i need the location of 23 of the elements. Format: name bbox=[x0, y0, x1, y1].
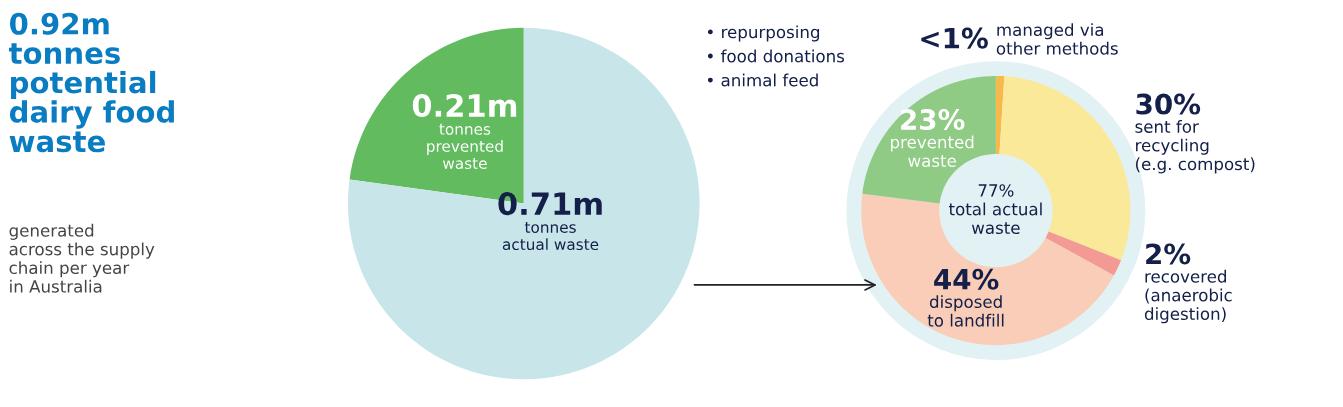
slice-label: recovered (anaerobic digestion) bbox=[1144, 269, 1232, 324]
data-label: 44% bbox=[934, 268, 999, 290]
data-label: <1% bbox=[921, 27, 988, 49]
data-label: 30% bbox=[1136, 93, 1201, 115]
data-label: 23% bbox=[901, 109, 965, 131]
slice-label: prevented waste bbox=[891, 135, 974, 168]
text: • repurposing bbox=[707, 25, 820, 42]
pie-slice bbox=[347, 27, 700, 380]
text: • animal feed bbox=[707, 73, 818, 87]
text: • food donations bbox=[707, 49, 845, 63]
slice-label: sent for recycling (e.g. compost) bbox=[1135, 119, 1255, 174]
slice-label: managed via other methods bbox=[996, 23, 1118, 55]
slice-label: disposed to landfill bbox=[927, 295, 1004, 327]
data-label: 0.71m bbox=[498, 192, 602, 216]
data-label: 0.21m bbox=[412, 93, 517, 118]
donut-slice bbox=[1045, 231, 1122, 276]
donut-slice bbox=[995, 75, 1005, 155]
text: 77% total actual waste bbox=[948, 184, 1042, 235]
slice-label: tonnes prevented waste bbox=[427, 123, 503, 170]
text: 0.92m tonnes potential dairy food waste bbox=[8, 12, 174, 153]
text: generated across the supply chain per year in Australia bbox=[9, 223, 155, 293]
slice-label: tonnes actual waste bbox=[502, 222, 599, 251]
data-label: 2% bbox=[1146, 243, 1191, 265]
